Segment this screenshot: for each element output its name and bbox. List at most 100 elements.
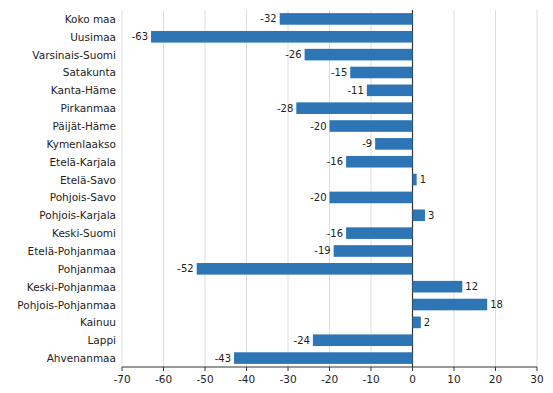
data-label: -63 <box>132 31 148 42</box>
tick-label: -40 <box>238 373 255 385</box>
tick-label: -10 <box>362 373 379 385</box>
x-axis: -70 -60 -50 -40 -30 -20 -10 0 10 20 30 <box>113 367 543 385</box>
tick-mark <box>454 367 455 371</box>
tick-label: -50 <box>196 373 213 385</box>
grid <box>122 10 537 367</box>
bar <box>334 245 413 257</box>
tick-mark <box>246 367 247 371</box>
bar <box>413 174 417 186</box>
tick-mark <box>495 367 496 371</box>
category-label: Pohjois-Pohjanmaa <box>17 299 116 311</box>
y-axis: Koko maa Uusimaa Varsinais-Suomi Satakunta K… <box>17 13 116 364</box>
category-label: Lappi <box>87 334 116 346</box>
bar <box>280 13 413 25</box>
tick-label: -30 <box>279 373 296 385</box>
category-label: Kainuu <box>80 316 116 328</box>
bars <box>151 13 487 364</box>
data-labels: -32 -63 -26 -15-11 -28 -20 -9 -16 1 -20 3 -16 -19 -52… <box>132 13 503 363</box>
data-label: -20 <box>310 121 326 132</box>
tick-label: -60 <box>155 373 172 385</box>
grid-line <box>246 10 247 367</box>
bar <box>350 67 412 79</box>
bar <box>346 227 412 239</box>
data-label: 12 <box>465 281 478 292</box>
tick-mark <box>288 367 289 371</box>
category-label: Kanta-Häme <box>51 84 116 96</box>
data-label: -16 <box>327 156 343 167</box>
category-label: Päijät-Häme <box>53 120 117 132</box>
grid-line <box>329 10 330 367</box>
category-label: Pohjanmaa <box>58 263 116 275</box>
bar <box>197 263 413 275</box>
grid-line <box>537 10 538 367</box>
tick-mark <box>122 367 123 371</box>
category-label: Pirkanmaa <box>61 102 116 114</box>
data-label: 3 <box>428 210 434 221</box>
bar <box>375 138 412 150</box>
bar <box>305 49 413 61</box>
bar <box>413 281 463 293</box>
data-label: 2 <box>424 317 430 328</box>
tick-label: -70 <box>113 373 130 385</box>
tick-label: -20 <box>321 373 338 385</box>
bar <box>413 317 421 329</box>
bar <box>234 352 412 364</box>
page: {"chart_data": {"type": "bar", "orientat… <box>0 0 553 393</box>
grid-line <box>205 10 206 367</box>
data-label: -16 <box>327 228 343 239</box>
grid-line <box>122 10 123 367</box>
data-label: -26 <box>285 49 301 60</box>
grid-line <box>288 10 289 367</box>
tick-mark <box>537 367 538 371</box>
bar <box>330 120 413 132</box>
tick-label: 20 <box>489 373 502 385</box>
data-label: -43 <box>215 353 231 364</box>
tick-mark <box>163 367 164 371</box>
bar <box>413 209 425 221</box>
category-label: Keski-Pohjanmaa <box>27 281 116 293</box>
bar <box>296 102 412 114</box>
bar <box>367 85 413 97</box>
bar <box>413 299 488 311</box>
tick-mark <box>371 367 372 371</box>
category-label: Koko maa <box>65 13 116 25</box>
category-label: Pohjois-Karjala <box>39 209 116 221</box>
category-label: Ahvenanmaa <box>47 352 116 364</box>
tick-mark <box>412 367 413 371</box>
data-label: -11 <box>348 85 364 96</box>
data-label: 1 <box>420 174 426 185</box>
chart-svg: -32 -63 -26 -15-11 -28 -20 -9 -16 1 -20 3 -16 -19 -52… <box>0 0 553 393</box>
bar <box>346 156 412 168</box>
data-label: -52 <box>177 263 193 274</box>
tick-label: 30 <box>530 373 543 385</box>
category-label: Varsinais-Suomi <box>32 49 116 61</box>
data-label: -19 <box>314 245 330 256</box>
category-label: Keski-Suomi <box>52 227 116 239</box>
bar <box>330 192 413 204</box>
grid-line <box>495 10 496 367</box>
data-label: 18 <box>490 299 503 310</box>
category-label: Uusimaa <box>70 31 116 43</box>
category-label: Satakunta <box>63 66 116 78</box>
tick-mark <box>205 367 206 371</box>
grid-line <box>163 10 164 367</box>
chart-container: -32 -63 -26 -15-11 -28 -20 -9 -16 1 -20 3 -16 -19 -52… <box>0 0 553 393</box>
data-label: -9 <box>362 138 372 149</box>
category-label: Etelä-Karjala <box>49 156 116 168</box>
tick-label: 0 <box>409 373 416 385</box>
data-label: -20 <box>310 192 326 203</box>
grid-line <box>371 10 372 367</box>
data-label: -15 <box>331 67 347 78</box>
bar <box>313 334 413 346</box>
data-label: -24 <box>294 335 310 346</box>
data-label: -28 <box>277 103 293 114</box>
category-label: Etelä-Savo <box>60 174 116 186</box>
tick-mark <box>329 367 330 371</box>
zero-line <box>412 10 413 367</box>
grid-line <box>454 10 455 367</box>
category-label: Pohjois-Savo <box>50 191 116 203</box>
data-label: -32 <box>260 13 276 24</box>
bar <box>151 31 412 43</box>
tick-label: 10 <box>447 373 460 385</box>
category-label: Etelä-Pohjanmaa <box>28 245 117 257</box>
